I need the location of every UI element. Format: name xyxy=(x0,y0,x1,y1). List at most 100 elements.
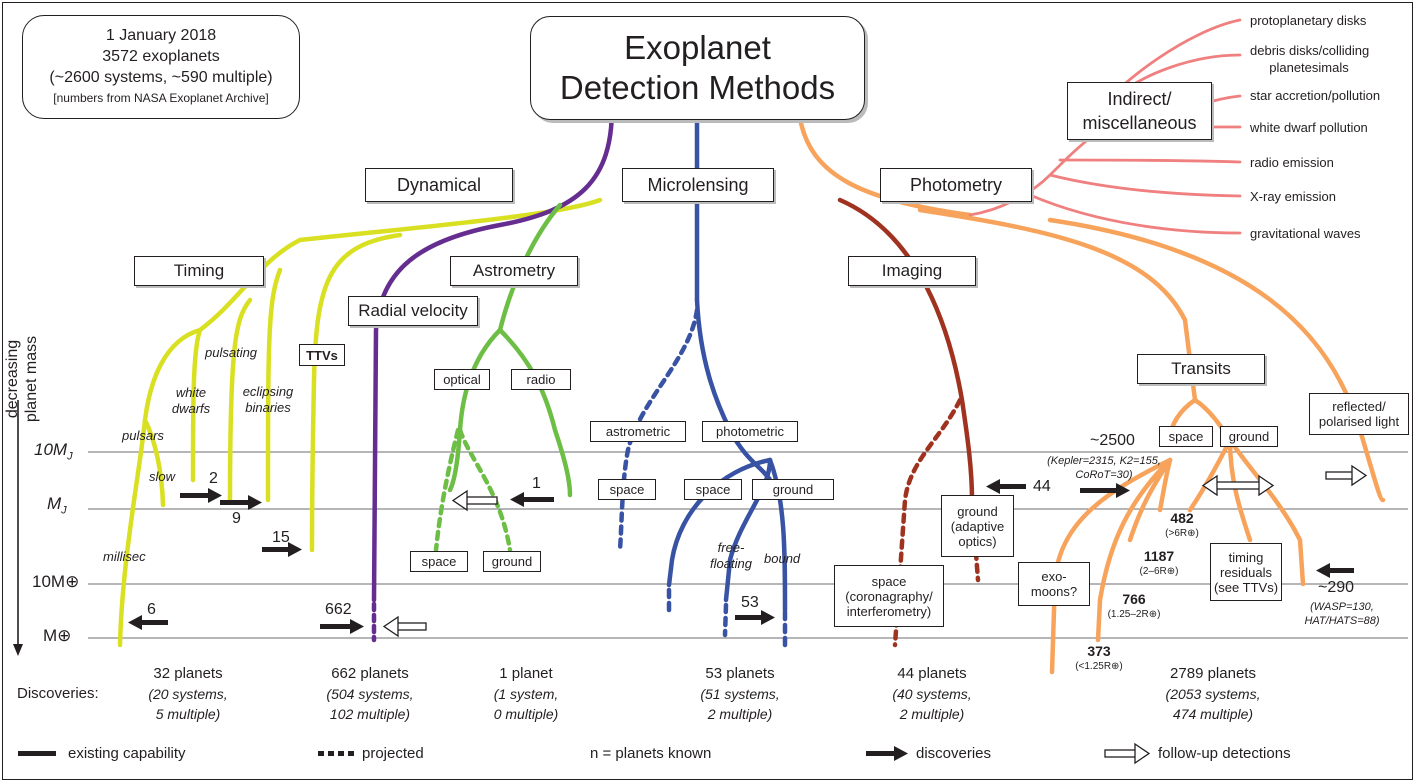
legend-projected: projected xyxy=(362,745,424,762)
arrow-followup-astrometry xyxy=(451,489,498,512)
level-10me: 10M⊕ xyxy=(32,572,80,591)
transit-482 xyxy=(1157,457,1173,513)
category-indirect: Indirect/miscellaneous xyxy=(1067,82,1212,140)
level-10mj: 10MJ xyxy=(34,440,73,463)
discoveries-label: Discoveries: xyxy=(17,685,99,702)
astrometric-projected xyxy=(617,307,700,553)
category-microlensing: Microlensing xyxy=(622,168,774,202)
arrow-53 xyxy=(735,610,775,625)
indirect-to-xray xyxy=(1048,173,1242,198)
count-2500-note: (Kepler=2315, K2=155, CoRoT=30) xyxy=(1047,455,1161,481)
transit-ground-a xyxy=(1227,437,1306,587)
box-space-coronagraphy: space (coronagraphy/interferometry) xyxy=(834,565,944,627)
level-mj: MJ xyxy=(47,494,67,517)
page-title: Exoplanet Detection Methods xyxy=(559,29,836,106)
box-astrometry-space: space xyxy=(410,551,468,572)
discovery-column-rv: 662 planets (504 systems, 102 multiple) xyxy=(326,665,414,722)
arrow-1 xyxy=(510,492,554,507)
optical-space-projected xyxy=(433,427,461,553)
label-pulsars: pulsars xyxy=(122,428,164,443)
category-dynamical: Dynamical xyxy=(365,168,513,202)
count-1187: 1187 (2–6R⊕) xyxy=(1139,548,1179,577)
legend-followup: follow-up detections xyxy=(1158,745,1291,762)
white-dwarfs-branch xyxy=(190,327,203,483)
arrows xyxy=(128,464,1368,638)
count-482: 482 (>6R⊕) xyxy=(1165,510,1199,539)
discovery-column-transits: 2789 planets (2053 systems, 474 multiple… xyxy=(1165,665,1261,722)
method-astrometry: Astrometry xyxy=(450,256,578,286)
category-photometry: Photometry xyxy=(880,168,1032,202)
arrow-9 xyxy=(220,495,262,510)
label-free-floating: free-floating xyxy=(710,540,752,571)
indirect-radio: radio emission xyxy=(1250,155,1334,170)
optical-branch xyxy=(447,327,503,493)
imaging-trunk xyxy=(837,197,975,503)
indirect-accretion: star accretion/pollution xyxy=(1250,88,1381,103)
legend-symbols xyxy=(18,742,1151,765)
info-source: [numbers from NASA Exoplanet Archive] xyxy=(53,91,269,105)
arrow-6 xyxy=(128,615,168,630)
count-290-note: (WASP=130, HAT/HATS=88) xyxy=(1304,601,1380,627)
count-44: 44 xyxy=(1033,478,1051,495)
indirect-white-dwarf: white dwarf pollution xyxy=(1250,120,1368,135)
reflected-branch xyxy=(1047,217,1386,503)
bound-branch xyxy=(767,457,788,613)
arrow-2500 xyxy=(1080,483,1130,498)
legend-projected-symbol xyxy=(318,751,354,756)
arrow-662 xyxy=(320,619,364,634)
eclipsing-branch xyxy=(265,267,283,503)
info-date: 1 January 2018 xyxy=(105,27,217,44)
info-systems: (~2600 systems, ~590 multiple) xyxy=(49,69,273,86)
pulsars-branch xyxy=(117,327,203,648)
transits-main xyxy=(917,207,1198,403)
mass-axis-arrow xyxy=(13,400,23,656)
transit-ground-c xyxy=(1187,437,1233,513)
box-astrometric-space: space xyxy=(598,479,656,500)
legend-followup-symbol xyxy=(1104,742,1151,765)
free-floating-branch xyxy=(723,457,773,603)
level-me: M⊕ xyxy=(43,626,72,645)
method-radial-velocity: Radial velocity xyxy=(348,296,478,326)
radio-branch xyxy=(497,327,573,498)
label-pulsating: pulsating xyxy=(205,345,258,360)
discovery-column-microlensing: 53 planets (51 systems, 2 multiple) xyxy=(700,665,780,722)
count-373: 373 (<1.25R⊕) xyxy=(1075,643,1123,672)
method-imaging: Imaging xyxy=(848,256,976,286)
arrow-followup-transits xyxy=(1201,474,1275,497)
legend-discoveries-symbol xyxy=(866,746,908,761)
box-photometric: photometric xyxy=(702,421,798,442)
legend-known: n = planets known xyxy=(590,745,712,762)
rv-trunk xyxy=(371,105,615,603)
arrow-followup-rv xyxy=(382,615,427,638)
indirect-to-radio xyxy=(1058,158,1242,164)
photometry-trunk xyxy=(797,115,973,218)
info-box: 1 January 2018 3572 exoplanets (~2600 sy… xyxy=(22,15,300,119)
box-ttvs: TTVs xyxy=(299,344,345,366)
imaging-space-projected xyxy=(892,397,963,648)
free-floating-projected xyxy=(722,602,729,638)
label-eclipsing: eclipsing binaries xyxy=(242,384,294,415)
axis-label: decreasing planet mass xyxy=(4,335,40,423)
box-timing-residuals: timing residuals (see TTVs) xyxy=(1210,543,1282,601)
count-662: 662 xyxy=(325,601,352,618)
indirect-gravitational: gravitational waves xyxy=(1250,226,1361,241)
transit-ground-b xyxy=(1227,437,1253,543)
count-2500: ~2500 xyxy=(1090,432,1135,449)
method-timing: Timing xyxy=(134,256,264,286)
dynamical-branches xyxy=(117,197,603,648)
count-53: 53 xyxy=(741,594,759,611)
count-766: 766 (1.25–2R⊕) xyxy=(1107,591,1161,620)
legend-existing-symbol xyxy=(18,751,56,756)
box-astrometry-ground: ground xyxy=(483,551,541,572)
label-white-dwarfs: white dwarfs xyxy=(171,385,211,416)
transit-766 xyxy=(1095,457,1173,643)
arrow-290 xyxy=(1316,563,1354,578)
label-slow: slow xyxy=(149,469,176,484)
count-290: ~290 xyxy=(1318,579,1355,596)
method-transits: Transits xyxy=(1137,354,1265,384)
dynamical-trunk xyxy=(297,197,603,243)
label-bound: bound xyxy=(764,551,801,566)
box-photometric-space: space xyxy=(684,479,742,500)
